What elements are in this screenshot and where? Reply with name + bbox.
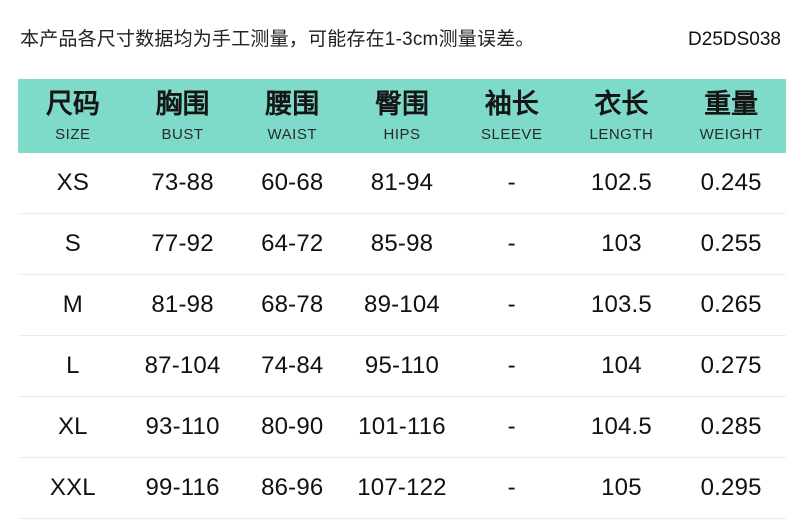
cell-xs-weight: 0.245	[700, 169, 762, 196]
cell-xxl-weight: 0.295	[700, 474, 762, 501]
cell-xs-sleeve: -	[507, 169, 516, 196]
cell-m-length: 103.5	[590, 291, 652, 318]
table-row-l: L 87-104 74-84 95-110 - 104 0.275	[18, 336, 786, 397]
column-label-en: WAIST	[267, 125, 317, 143]
cell-l-waist: 74-84	[261, 352, 324, 379]
column-label-zh: 臀围	[374, 88, 429, 119]
column-header-bust: 胸围 BUST	[128, 88, 238, 143]
column-header-hips: 臀围 HIPS	[347, 88, 457, 143]
cell-xl-sleeve: -	[507, 413, 516, 440]
table-row-m: M 81-98 68-78 89-104 - 103.5 0.265	[18, 275, 786, 336]
cell-m-weight: 0.265	[700, 291, 762, 318]
table-row-xxl: XXL 99-116 86-96 107-122 - 105 0.295	[18, 458, 786, 519]
cell-s-weight: 0.255	[700, 230, 762, 257]
column-label-zh: 衣长	[594, 88, 649, 119]
cell-s-hips: 85-98	[370, 230, 434, 257]
table-row-xl: XL 93-110 80-90 101-116 - 104.5 0.285	[18, 397, 786, 458]
cell-s-size: S	[64, 230, 81, 257]
cell-xl-weight: 0.285	[700, 413, 762, 440]
column-label-en: LENGTH	[589, 125, 654, 143]
cell-xl-bust: 93-110	[145, 413, 220, 440]
column-label-en: HIPS	[383, 125, 421, 143]
cell-xl-size: XL	[57, 413, 88, 440]
cell-s-sleeve: -	[507, 230, 516, 257]
cell-xl-length: 104.5	[590, 413, 652, 440]
column-label-zh: 重量	[704, 88, 759, 119]
column-header-length: 衣长 LENGTH	[567, 88, 677, 143]
size-chart-body: XS 73-88 60-68 81-94 - 102.5 0.245 S 77-92 64-72 8…	[18, 153, 786, 519]
cell-s-length: 103	[601, 230, 642, 257]
cell-xs-bust: 73-88	[151, 169, 214, 196]
cell-xs-hips: 81-94	[370, 169, 434, 196]
size-chart-header-row: 尺码 SIZE 胸围 BUST 腰围 WAIST 臀围 HIPS 袖长 SLEEVE 衣长 LENGT…	[18, 79, 786, 153]
column-header-size: 尺码 SIZE	[18, 88, 128, 143]
cell-s-bust: 77-92	[151, 230, 214, 257]
column-header-sleeve: 袖长 SLEEVE	[457, 88, 567, 143]
cell-l-weight: 0.275	[700, 352, 762, 379]
table-row-xs: XS 73-88 60-68 81-94 - 102.5 0.245	[18, 153, 786, 214]
cell-xxl-hips: 107-122	[357, 474, 447, 501]
column-label-zh: 尺码	[45, 88, 100, 119]
cell-l-bust: 87-104	[144, 352, 221, 379]
cell-l-length: 104	[601, 352, 642, 379]
cell-xxl-bust: 99-116	[145, 474, 220, 501]
table-row-s: S 77-92 64-72 85-98 - 103 0.255	[18, 214, 786, 275]
cell-xxl-waist: 86-96	[261, 474, 324, 501]
cell-xxl-sleeve: -	[507, 474, 516, 501]
column-header-weight: 重量 WEIGHT	[676, 88, 786, 143]
cell-m-hips: 89-104	[364, 291, 440, 318]
column-label-en: WEIGHT	[699, 125, 763, 143]
cell-l-hips: 95-110	[364, 352, 440, 379]
column-label-en: SIZE	[55, 125, 91, 143]
cell-xl-waist: 80-90	[261, 413, 324, 440]
cell-m-bust: 81-98	[151, 291, 214, 318]
cell-xxl-size: XXL	[49, 474, 96, 501]
measurement-note-bar: 本产品各尺寸数据均为手工测量，可能存在1-3cm测量误差。 D25DS038	[0, 0, 801, 51]
cell-m-waist: 68-78	[261, 291, 324, 318]
cell-xl-hips: 101-116	[358, 413, 446, 440]
cell-xs-size: XS	[56, 169, 90, 196]
column-label-zh: 袖长	[484, 88, 539, 119]
cell-xs-length: 102.5	[590, 169, 652, 196]
product-code: D25DS038	[688, 29, 781, 50]
column-label-zh: 腰围	[265, 88, 320, 119]
size-chart-table: 尺码 SIZE 胸围 BUST 腰围 WAIST 臀围 HIPS 袖长 SLEEVE 衣长 LENGT…	[18, 79, 786, 519]
column-header-waist: 腰围 WAIST	[237, 88, 347, 143]
cell-l-sleeve: -	[507, 352, 516, 379]
column-label-zh: 胸围	[155, 88, 210, 119]
cell-m-sleeve: -	[507, 291, 516, 318]
cell-xs-waist: 60-68	[261, 169, 324, 196]
measurement-note: 本产品各尺寸数据均为手工测量，可能存在1-3cm测量误差。	[20, 29, 535, 50]
cell-l-size: L	[66, 352, 80, 379]
cell-s-waist: 64-72	[261, 230, 324, 257]
cell-m-size: M	[62, 291, 83, 318]
cell-xxl-length: 105	[601, 474, 642, 501]
column-label-en: BUST	[161, 125, 204, 143]
column-label-en: SLEEVE	[481, 125, 543, 143]
